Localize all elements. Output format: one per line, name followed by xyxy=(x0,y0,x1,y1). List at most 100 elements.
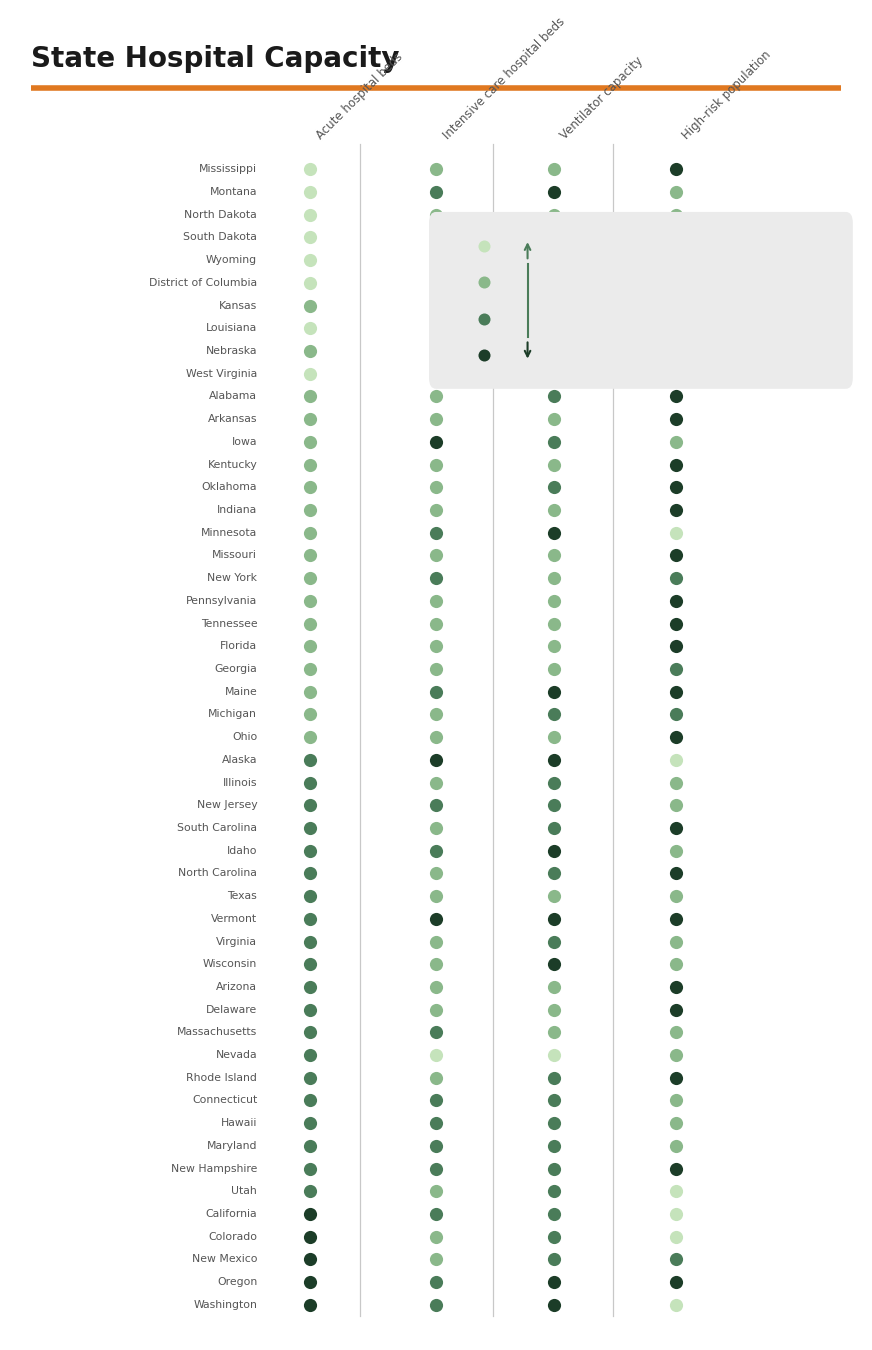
Point xyxy=(429,294,443,316)
Point xyxy=(429,1066,443,1088)
Point xyxy=(547,363,561,385)
Point xyxy=(669,659,683,680)
Point xyxy=(669,1045,683,1066)
Point xyxy=(429,590,443,612)
Point xyxy=(429,1295,443,1316)
Point xyxy=(669,1272,683,1293)
Point xyxy=(547,953,561,975)
Text: Iowa: Iowa xyxy=(232,437,257,447)
Point xyxy=(547,1249,561,1270)
Point xyxy=(429,1089,443,1111)
Point xyxy=(669,976,683,998)
Point xyxy=(669,363,683,385)
Text: Missouri: Missouri xyxy=(213,551,257,560)
Point xyxy=(303,1249,317,1270)
Point xyxy=(429,317,443,339)
Point xyxy=(429,273,443,294)
Point xyxy=(547,613,561,634)
Point xyxy=(303,477,317,498)
Point xyxy=(429,250,443,271)
Point xyxy=(303,794,317,815)
Point xyxy=(547,886,561,907)
Point xyxy=(669,181,683,202)
Point xyxy=(547,317,561,339)
Text: Michigan: Michigan xyxy=(208,709,257,720)
Point xyxy=(303,772,317,794)
Text: Maine: Maine xyxy=(224,687,257,697)
Point xyxy=(429,794,443,815)
Point xyxy=(547,1158,561,1180)
Point xyxy=(669,500,683,521)
Point xyxy=(669,477,683,498)
Point xyxy=(303,930,317,952)
Point xyxy=(429,659,443,680)
Point xyxy=(547,204,561,225)
Point xyxy=(547,840,561,861)
Text: North Dakota: North Dakota xyxy=(185,209,257,220)
Point xyxy=(303,1135,317,1157)
Point xyxy=(303,340,317,362)
Point xyxy=(429,930,443,952)
Point xyxy=(477,235,491,256)
Text: Arizona: Arizona xyxy=(216,981,257,992)
Point xyxy=(303,863,317,884)
Text: Ventilator capacity: Ventilator capacity xyxy=(558,54,646,142)
Text: New York: New York xyxy=(208,574,257,583)
Point xyxy=(303,363,317,385)
Point xyxy=(669,590,683,612)
Text: Kentucky: Kentucky xyxy=(208,459,257,470)
Text: Nevada: Nevada xyxy=(215,1050,257,1060)
Point xyxy=(669,999,683,1021)
Point xyxy=(547,408,561,429)
Point xyxy=(303,317,317,339)
Point xyxy=(547,340,561,362)
Point xyxy=(669,340,683,362)
Point xyxy=(303,840,317,861)
Point xyxy=(669,863,683,884)
Point xyxy=(429,1249,443,1270)
Point xyxy=(303,250,317,271)
Point xyxy=(547,1272,561,1293)
Text: West Virginia: West Virginia xyxy=(186,369,257,379)
Text: Rhode Island: Rhode Island xyxy=(187,1073,257,1083)
Point xyxy=(303,1226,317,1247)
Point xyxy=(429,181,443,202)
Text: New Mexico: New Mexico xyxy=(192,1254,257,1265)
Point xyxy=(547,909,561,930)
Text: Idaho: Idaho xyxy=(227,845,257,856)
Point xyxy=(669,794,683,815)
Point xyxy=(429,1272,443,1293)
Point xyxy=(303,636,317,657)
Point xyxy=(303,680,317,702)
Point xyxy=(303,158,317,180)
Point xyxy=(303,544,317,566)
Text: Utah: Utah xyxy=(231,1187,257,1196)
Point xyxy=(303,454,317,475)
Point xyxy=(547,590,561,612)
Point xyxy=(669,431,683,452)
Point xyxy=(303,1022,317,1044)
Text: State Hospital Capacity: State Hospital Capacity xyxy=(31,45,399,73)
Point xyxy=(669,817,683,838)
Point xyxy=(303,1089,317,1111)
Point xyxy=(669,909,683,930)
Point xyxy=(429,522,443,544)
Text: Wyoming: Wyoming xyxy=(206,255,257,265)
Point xyxy=(669,726,683,748)
Text: Virginia: Virginia xyxy=(216,937,257,946)
Point xyxy=(429,817,443,838)
Text: Georgia: Georgia xyxy=(215,664,257,674)
Point xyxy=(429,863,443,884)
Text: Florida: Florida xyxy=(220,641,257,651)
Point xyxy=(669,772,683,794)
Text: Illinois: Illinois xyxy=(222,778,257,787)
Point xyxy=(303,204,317,225)
Text: Washington: Washington xyxy=(194,1300,257,1310)
Point xyxy=(669,408,683,429)
Point xyxy=(429,227,443,248)
Point xyxy=(303,1295,317,1316)
Point xyxy=(303,1158,317,1180)
Point xyxy=(303,1045,317,1066)
Point xyxy=(429,500,443,521)
Text: Kansas: Kansas xyxy=(219,301,257,310)
